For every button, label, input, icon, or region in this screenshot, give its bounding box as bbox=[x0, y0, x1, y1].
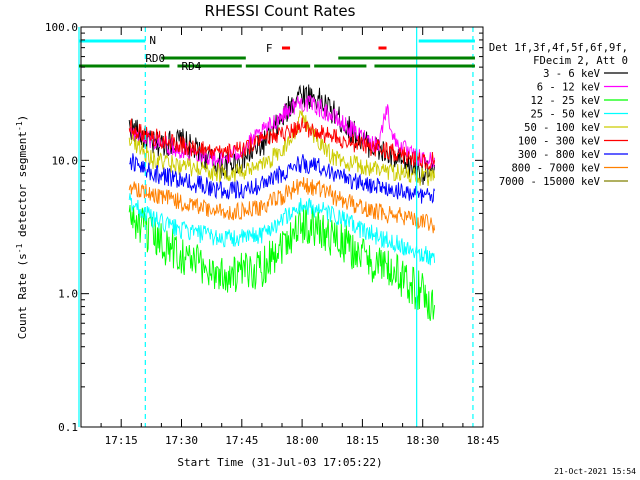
timestamp: 21-Oct-2021 15:54 bbox=[554, 467, 636, 476]
y-axis-label-part: ) bbox=[16, 115, 29, 122]
attenuator-label: N bbox=[149, 34, 156, 47]
x-tick-label: 17:45 bbox=[225, 434, 258, 447]
legend-entry: 12 - 25 keV bbox=[530, 95, 600, 107]
legend-entry: 300 - 800 keV bbox=[518, 149, 601, 161]
series-lines bbox=[128, 84, 436, 321]
y-axis-label: Count Rate (s-1 detector segment-1) bbox=[15, 115, 30, 340]
y-axis-label-part: Count Rate (s bbox=[16, 253, 29, 339]
legend: Det 1f,3f,4f,5f,6f,9f,FDecim 2, Att 03 -… bbox=[489, 42, 628, 188]
x-tick-label: 17:15 bbox=[105, 434, 138, 447]
legend-header: Det 1f,3f,4f,5f,6f,9f, bbox=[489, 42, 628, 54]
flag-label: RD0 bbox=[145, 52, 165, 65]
y-tick-label: 10.0 bbox=[52, 154, 79, 167]
series-line bbox=[129, 153, 436, 204]
series-line bbox=[128, 95, 436, 169]
legend-entry: 3 - 6 keV bbox=[543, 68, 601, 80]
legend-entry: 7000 - 15000 keV bbox=[499, 176, 601, 188]
flag-label: F bbox=[266, 42, 273, 55]
y-axis-label-part: detector segment bbox=[16, 131, 29, 244]
legend-entry: 6 - 12 keV bbox=[537, 82, 601, 94]
y-tick-label: 100.0 bbox=[45, 21, 78, 34]
legend-entry: 25 - 50 keV bbox=[530, 109, 600, 121]
series-line bbox=[128, 193, 436, 266]
series-line bbox=[128, 109, 436, 186]
x-tick-label: 18:15 bbox=[346, 434, 379, 447]
legend-entry: 800 - 7000 keV bbox=[511, 163, 600, 175]
series-line bbox=[128, 204, 436, 321]
y-axis-label-sup: -1 bbox=[15, 243, 24, 253]
x-tick-label: 18:45 bbox=[466, 434, 499, 447]
chart-title: RHESSI Count Rates bbox=[205, 2, 356, 20]
legend-entry: 100 - 300 keV bbox=[518, 136, 601, 148]
flag-label: RD4 bbox=[182, 60, 202, 73]
legend-entry: 50 - 100 keV bbox=[524, 122, 601, 134]
x-axis-label: Start Time (31-Jul-03 17:05:22) bbox=[177, 456, 382, 469]
flag-bars: N RD0 RD4 F bbox=[78, 27, 475, 427]
series-line bbox=[128, 177, 436, 234]
y-tick-label: 1.0 bbox=[58, 288, 78, 301]
x-tick-label: 17:30 bbox=[165, 434, 198, 447]
x-tick-label: 18:00 bbox=[286, 434, 319, 447]
y-tick-label: 0.1 bbox=[58, 421, 78, 434]
y-axis-label-sup: -1 bbox=[15, 121, 24, 131]
legend-header: FDecim 2, Att 0 bbox=[533, 55, 628, 67]
x-tick-label: 18:30 bbox=[406, 434, 439, 447]
series-line bbox=[128, 117, 436, 171]
